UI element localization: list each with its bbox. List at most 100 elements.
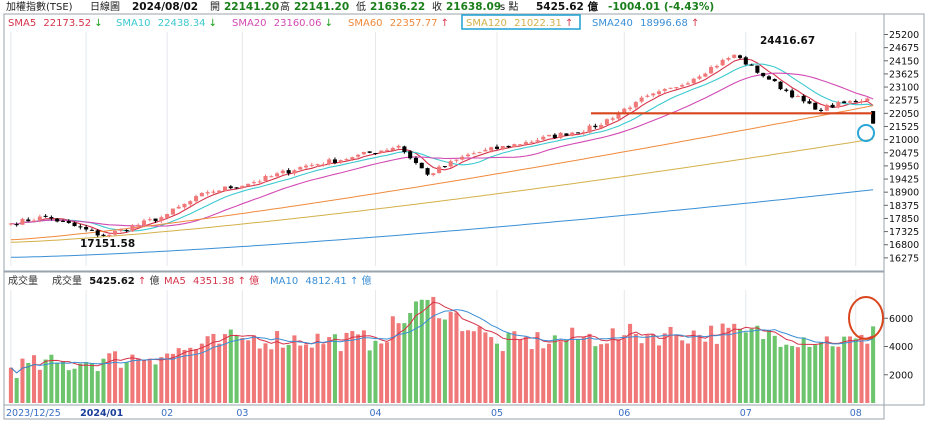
candle-body [784,89,789,91]
volume-bar [610,328,615,403]
volume-bar [830,346,835,403]
x-tick-label: 03 [236,408,248,419]
volume-bar [778,346,783,403]
y-tick-label: 21525 [889,122,919,133]
price-y-axis: 16275 16800 17325 17850 18375 18900 19425 19950… [884,30,919,264]
candle-body [367,151,372,153]
candle-body [55,218,60,222]
volume-bar [84,362,89,403]
candle-body [84,227,89,230]
volume-bar [674,335,679,403]
candle-body [159,217,164,221]
sma120-highlight-box [461,14,581,30]
ma10-unit: 億 [362,274,372,287]
candle-body [199,193,204,197]
volume-bar [836,346,841,403]
volume-bar [865,343,870,403]
vol-unit: 億 [150,274,160,287]
candle-body [222,186,228,192]
volume-bar [292,335,297,403]
y-tick-label: 16275 [889,253,919,264]
candle-body [431,173,436,176]
candle-body [714,65,719,68]
candle-body [37,216,42,220]
volume-bar [257,348,262,403]
candle-body [743,57,748,65]
volume-bar [211,333,216,403]
candle-body [107,234,112,237]
candle-body [309,164,314,166]
candle-body [373,152,378,154]
candle-body [547,135,552,137]
volume-bar [668,326,673,403]
candle-body [240,185,245,189]
volume-bar [564,339,569,403]
ma-value: 23160.06 [274,18,322,29]
volume-bar [859,334,864,403]
ma-label: SMA60 [348,18,383,29]
candle-body [234,187,239,189]
ma10-arrow: ↑ [350,276,358,287]
ma5-label: MA5 [164,276,186,287]
volume-bar [78,363,83,403]
volume-bar [153,364,158,403]
x-tick-label: 04 [369,408,381,419]
low-value: 21636.22 [370,1,425,13]
ma-value: 18996.68 [640,18,688,29]
volume-bar [118,367,123,403]
x-tick-label: 2024/01 [80,408,123,419]
candle-body [871,111,876,124]
candle-body [66,220,71,223]
volume-bar [483,332,488,403]
candle-body [737,55,743,58]
ma-value: 22438.34 [158,18,206,29]
ma-arrow: ↓ [325,18,333,29]
high-label: 高 [280,0,290,13]
candle-body [575,132,581,134]
volume-bar [801,337,806,403]
ma5-unit: 億 [249,274,259,287]
candle-body [147,219,152,221]
candle-body [280,170,285,174]
volume-bar [807,346,812,403]
candle-body [656,91,662,94]
volume-bar [55,362,60,403]
volume-bar [49,354,54,403]
y-tick-label: 21000 [889,135,919,146]
candle-body [95,230,100,236]
volume-bar [402,323,407,403]
candle-body [408,151,413,159]
candle-body [622,108,627,114]
volume-bar [95,371,100,403]
x-tick-label: 02 [161,408,173,419]
volume-bar [240,338,245,403]
candle-body [402,146,407,153]
volume-bar [732,323,737,403]
ma-arrow: ↓ [209,18,217,29]
candle-body [813,102,818,110]
ma-value: 22357.77 [390,18,438,29]
volume-bar [575,339,581,403]
candle-body [639,97,644,102]
candle-body [523,142,528,145]
candle-body [494,146,499,149]
candle-body [819,109,824,111]
volume-bar [286,344,291,403]
ma-arrow: ↑ [565,18,573,29]
volume-bar [552,335,557,403]
volume-bar [604,343,609,403]
open-value: 22141.20 [224,1,279,13]
volume-bar [350,331,355,403]
volume-bar [141,360,147,403]
volume-bar [523,336,528,403]
volume-bar [20,358,25,403]
candle-body [645,95,650,97]
volume-bar [772,335,777,403]
sma120-line [10,138,874,243]
candle-body [506,145,511,148]
candle-body [691,78,696,84]
low-label: 低 [356,0,366,13]
candle-body [529,141,534,143]
candle-body [720,59,725,66]
